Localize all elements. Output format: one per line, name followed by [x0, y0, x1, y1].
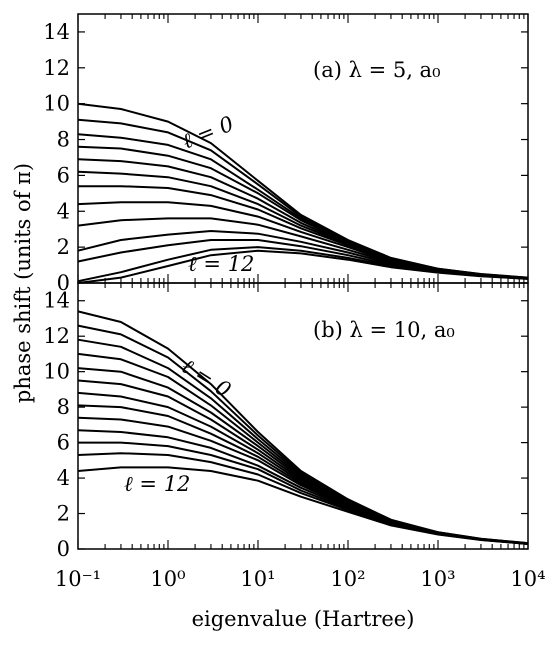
panel-b-ytick-label: 0 [57, 537, 70, 561]
panel-a-ytick-label: 0 [57, 271, 70, 295]
x-tick-label: 10³ [420, 567, 455, 591]
panel-a-ann-l12: ℓ = 12 [188, 252, 254, 276]
panel-a-ytick-label: 12 [43, 56, 70, 80]
panel-b-frame [77, 282, 529, 550]
panel-b-curve-l12 [77, 466, 529, 545]
panel-b-ytick-label: 10 [43, 360, 70, 384]
panel-b-curve-l3 [77, 352, 529, 545]
panel-a-curve-l2 [77, 133, 529, 279]
x-tick-label: 10⁴ [510, 567, 545, 591]
panel-b-ytick-label: 12 [43, 324, 70, 348]
panel-a-label: (a) λ = 5, a₀ [313, 58, 441, 82]
panel-b-curve-l2 [77, 338, 529, 545]
panel-a-curve-l11 [77, 246, 529, 283]
x-axis-label: eigenvalue (Hartree) [192, 607, 415, 631]
panel-a-ann-l0: ℓ = 0 [179, 112, 237, 154]
panel-a-ytick-label: 8 [57, 128, 70, 152]
panel-a-ytick-label: 10 [43, 92, 70, 116]
panel-a-curve-l12 [77, 249, 529, 284]
x-tick-label: 10¹ [240, 567, 275, 591]
panel-a-curve-l3 [77, 145, 529, 279]
panel-b-ytick-label: 4 [57, 466, 70, 490]
panel-a-ytick-label: 6 [57, 163, 70, 187]
x-tick-label: 10⁻¹ [55, 567, 101, 591]
panel-a-ytick-label: 4 [57, 199, 70, 223]
panel-a-ytick-label: 2 [57, 235, 70, 259]
x-tick-label: 10⁰ [150, 567, 185, 591]
panel-b-ytick-label: 2 [57, 502, 70, 526]
panel-b-ytick-label: 14 [43, 289, 70, 313]
panel-b-curve-l5 [77, 379, 529, 545]
panel-a-ytick-label: 14 [43, 20, 70, 44]
panel-b-ann-l12: ℓ = 12 [124, 472, 190, 496]
panel-b-ytick-label: 6 [57, 431, 70, 455]
panel-b-curve-l4 [77, 367, 529, 545]
y-axis-label: phase shift (units of π) [11, 163, 35, 403]
panel-b-ytick-label: 8 [57, 395, 70, 419]
panel-a-curve-l7 [77, 201, 529, 280]
x-tick-label: 10² [330, 567, 365, 591]
panel-b-label: (b) λ = 10, a₀ [313, 318, 455, 342]
